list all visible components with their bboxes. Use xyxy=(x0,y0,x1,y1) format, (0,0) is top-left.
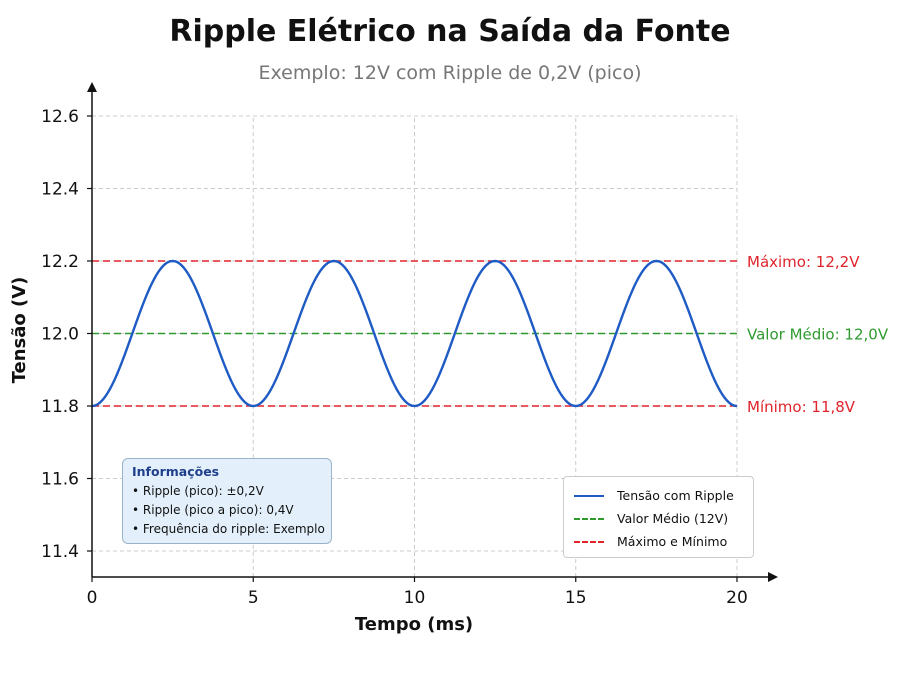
ripple-signal-line xyxy=(91,259,738,408)
info-box-title: Informações xyxy=(132,464,220,479)
y-tick-label: 11.8 xyxy=(41,397,79,417)
min-annotation: Mínimo: 11,8V xyxy=(747,398,856,416)
info-item-ripple-frequency: • Frequência do ripple: Exemplo xyxy=(132,522,325,536)
info-item-ripple-peak-to-peak: • Ripple (pico a pico): 0,4V xyxy=(132,503,294,517)
legend-label-signal: Tensão com Ripple xyxy=(617,488,734,503)
legend-swatch-average xyxy=(574,517,604,520)
max-annotation: Máximo: 12,2V xyxy=(747,253,860,271)
legend-item-limits: Máximo e Mínimo xyxy=(574,530,743,553)
info-box: Informações • Ripple (pico): ±0,2V • Rip… xyxy=(122,458,332,544)
legend-item-signal: Tensão com Ripple xyxy=(574,484,743,507)
chart-legend: Tensão com Ripple Valor Médio (12V) Máxi… xyxy=(563,476,754,558)
y-tick-label: 11.6 xyxy=(41,470,79,490)
y-tick-label: 11.4 xyxy=(41,542,79,562)
y-tick-label: 12.4 xyxy=(41,180,79,200)
chart-title: Ripple Elétrico na Saída da Fonte xyxy=(169,14,731,49)
x-tick-label: 10 xyxy=(404,588,426,608)
x-tick-label: 15 xyxy=(565,588,587,608)
y-tick-label: 12.6 xyxy=(41,107,79,127)
legend-swatch-limits xyxy=(574,540,604,543)
info-item-ripple-peak: • Ripple (pico): ±0,2V xyxy=(132,484,264,498)
legend-swatch-signal xyxy=(574,494,604,497)
y-axis-arrow-icon xyxy=(87,82,97,92)
x-axis-arrow-icon xyxy=(768,572,778,582)
x-tick-label: 0 xyxy=(87,588,98,608)
average-annotation: Valor Médio: 12,0V xyxy=(747,326,889,344)
x-axis-title: Tempo (ms) xyxy=(355,614,473,635)
legend-label-limits: Máximo e Mínimo xyxy=(617,534,728,549)
legend-label-average: Valor Médio (12V) xyxy=(617,511,729,526)
chart-subtitle: Exemplo: 12V com Ripple de 0,2V (pico) xyxy=(258,62,642,84)
x-tick-label: 5 xyxy=(248,588,259,608)
y-tick-label: 12.0 xyxy=(41,325,79,345)
legend-item-average: Valor Médio (12V) xyxy=(574,507,743,530)
y-tick-label: 12.2 xyxy=(41,252,79,272)
x-tick-label: 20 xyxy=(726,588,748,608)
y-axis-title: Tensão (V) xyxy=(9,277,30,384)
